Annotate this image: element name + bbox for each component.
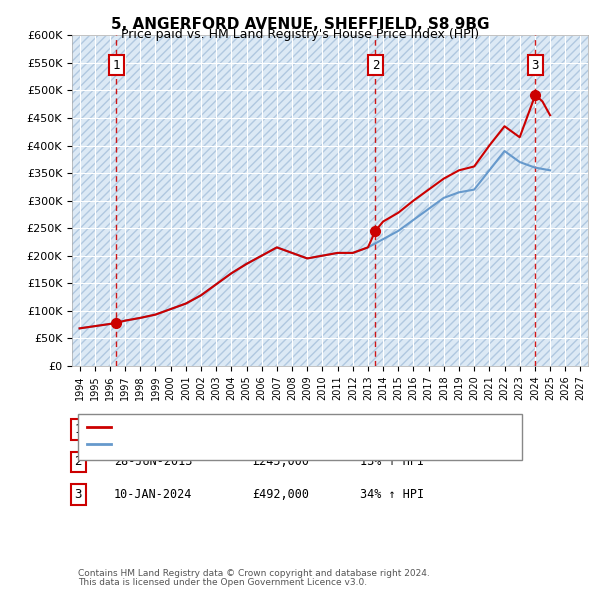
Text: 2: 2 <box>371 58 379 71</box>
Text: £492,000: £492,000 <box>252 488 309 501</box>
Text: Price paid vs. HM Land Registry's House Price Index (HPI): Price paid vs. HM Land Registry's House … <box>121 28 479 41</box>
Text: 5% ↑ HPI: 5% ↑ HPI <box>360 423 417 436</box>
Text: 06-JUN-1996: 06-JUN-1996 <box>114 423 193 436</box>
Text: This data is licensed under the Open Government Licence v3.0.: This data is licensed under the Open Gov… <box>78 578 367 588</box>
Text: £77,950: £77,950 <box>252 423 302 436</box>
Text: £245,000: £245,000 <box>252 455 309 468</box>
Text: 3: 3 <box>74 488 82 501</box>
Text: 13% ↑ HPI: 13% ↑ HPI <box>360 455 424 468</box>
Text: 5, ANGERFORD AVENUE, SHEFFIELD, S8 9BG (detached house): 5, ANGERFORD AVENUE, SHEFFIELD, S8 9BG (… <box>115 422 459 431</box>
Text: 10-JAN-2024: 10-JAN-2024 <box>114 488 193 501</box>
Text: 3: 3 <box>532 58 539 71</box>
Text: 34% ↑ HPI: 34% ↑ HPI <box>360 488 424 501</box>
Text: 2: 2 <box>74 455 82 468</box>
Text: Contains HM Land Registry data © Crown copyright and database right 2024.: Contains HM Land Registry data © Crown c… <box>78 569 430 578</box>
Text: 1: 1 <box>113 58 120 71</box>
Text: 1: 1 <box>74 423 82 436</box>
Text: HPI: Average price, detached house, Sheffield: HPI: Average price, detached house, Shef… <box>115 440 397 449</box>
Text: 5, ANGERFORD AVENUE, SHEFFIELD, S8 9BG: 5, ANGERFORD AVENUE, SHEFFIELD, S8 9BG <box>111 17 489 31</box>
Text: 28-JUN-2013: 28-JUN-2013 <box>114 455 193 468</box>
